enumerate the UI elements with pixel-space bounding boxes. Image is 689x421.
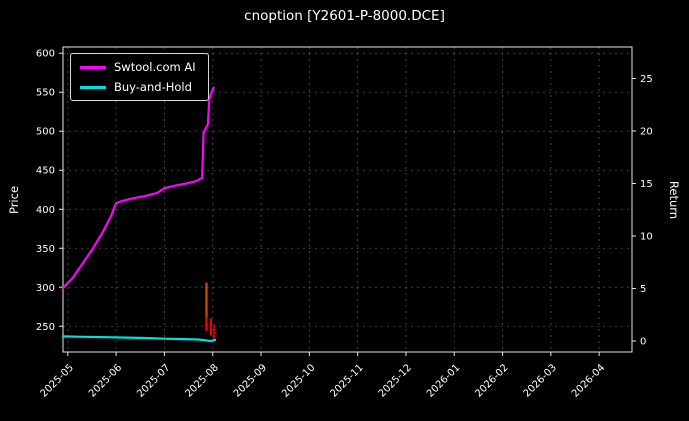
left-tick-label: 600 bbox=[36, 49, 55, 60]
x-tick-label: 2025-10 bbox=[280, 362, 317, 399]
left-axis-title: Price bbox=[7, 185, 21, 215]
legend-item-buy-and-hold: Buy-and-Hold bbox=[80, 80, 196, 94]
x-tick-label: 2025-07 bbox=[135, 362, 172, 399]
right-tick-label: 20 bbox=[640, 126, 653, 137]
x-tick-label: 2026-01 bbox=[425, 362, 462, 399]
left-tick-label: 300 bbox=[36, 283, 55, 294]
right-tick-label: 10 bbox=[640, 231, 653, 242]
legend-swatch-ai bbox=[80, 65, 106, 69]
plot-frame bbox=[62, 46, 633, 353]
trade-bar bbox=[212, 324, 216, 339]
x-tick-label: 2026-04 bbox=[570, 362, 607, 399]
trade-bar bbox=[205, 316, 208, 331]
left-tick-label: 500 bbox=[36, 127, 55, 138]
legend-item-ai: Swtool.com AI bbox=[80, 60, 196, 74]
right-axis-title: Return bbox=[667, 180, 681, 220]
x-tick-label: 2025-05 bbox=[39, 362, 76, 399]
x-tick-label: 2025-09 bbox=[232, 362, 269, 399]
x-tick-label: 2025-08 bbox=[184, 362, 221, 399]
left-tick-label: 400 bbox=[36, 205, 55, 216]
trade-bar bbox=[209, 318, 213, 336]
x-tick-label: 2025-12 bbox=[377, 362, 414, 399]
chart-title: cnoption [Y2601-P-8000.DCE] bbox=[244, 8, 445, 24]
legend-swatch-buy-and-hold bbox=[80, 85, 106, 89]
legend-label-ai: Swtool.com AI bbox=[114, 60, 196, 74]
legend: Swtool.com AI Buy-and-Hold bbox=[70, 53, 209, 101]
series-line-1 bbox=[61, 335, 217, 343]
x-tick-label: 2025-11 bbox=[328, 362, 365, 399]
right-tick-label: 25 bbox=[640, 74, 653, 85]
left-tick-label: 450 bbox=[36, 166, 55, 177]
x-tick-label: 2026-02 bbox=[473, 362, 510, 399]
left-tick-label: 250 bbox=[36, 322, 55, 333]
left-tick-label: 350 bbox=[36, 244, 55, 255]
right-tick-label: 5 bbox=[640, 284, 646, 295]
right-tick-label: 0 bbox=[640, 336, 646, 347]
legend-label-buy-and-hold: Buy-and-Hold bbox=[114, 80, 192, 94]
series-line-0 bbox=[61, 86, 215, 290]
x-tick-label: 2026-03 bbox=[522, 362, 559, 399]
right-tick-label: 15 bbox=[640, 179, 653, 190]
left-tick-label: 550 bbox=[36, 88, 55, 99]
trade-bar bbox=[205, 282, 208, 317]
x-tick-label: 2025-06 bbox=[87, 362, 124, 399]
